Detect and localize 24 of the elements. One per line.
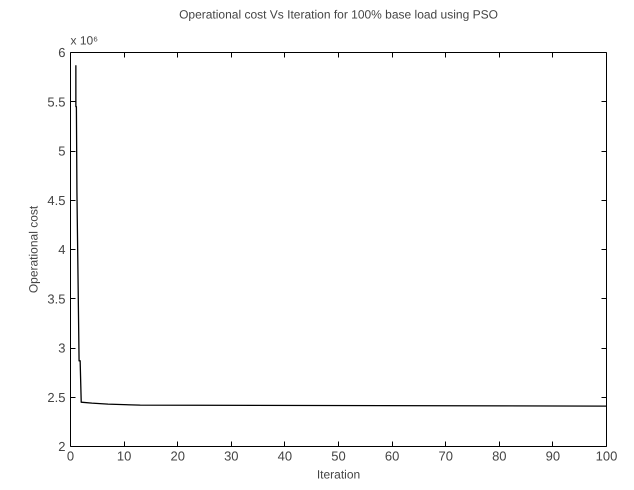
x-axis-title: Iteration (316, 468, 360, 482)
y-tick-label: 5 (58, 144, 66, 158)
y-tick-label: 5.5 (47, 94, 66, 110)
x-tick-label: 100 (596, 448, 618, 464)
text: x 10⁶ (70, 34, 98, 48)
x-tick-label: 20 (170, 448, 185, 464)
x-tick-label: 10 (116, 448, 132, 464)
x-tick-label: 70 (438, 448, 453, 464)
y-tick-label: 4 (58, 242, 66, 257)
y-axis-title: Operational cost (26, 205, 40, 294)
y-tick-label: 6 (58, 45, 66, 60)
y-tick-label: 4.5 (47, 192, 66, 208)
y-tick-label: 2.5 (47, 390, 66, 405)
chart-title: Operational cost Vs Iteration for 100% base load using PSO (179, 8, 498, 22)
y-tick-label: 2 (58, 439, 66, 454)
y-tick-label: 3.5 (47, 291, 66, 306)
x-tick-label: 90 (546, 448, 560, 464)
x-tick-label: 40 (278, 448, 292, 464)
y-tick-label: 3 (58, 340, 66, 356)
x-tick-label: 50 (331, 448, 346, 464)
x-tick-label: 0 (66, 448, 74, 464)
x-tick-label: 60 (384, 448, 400, 464)
x-tick-label: 30 (224, 448, 239, 464)
x-tick-label: 80 (492, 448, 507, 464)
